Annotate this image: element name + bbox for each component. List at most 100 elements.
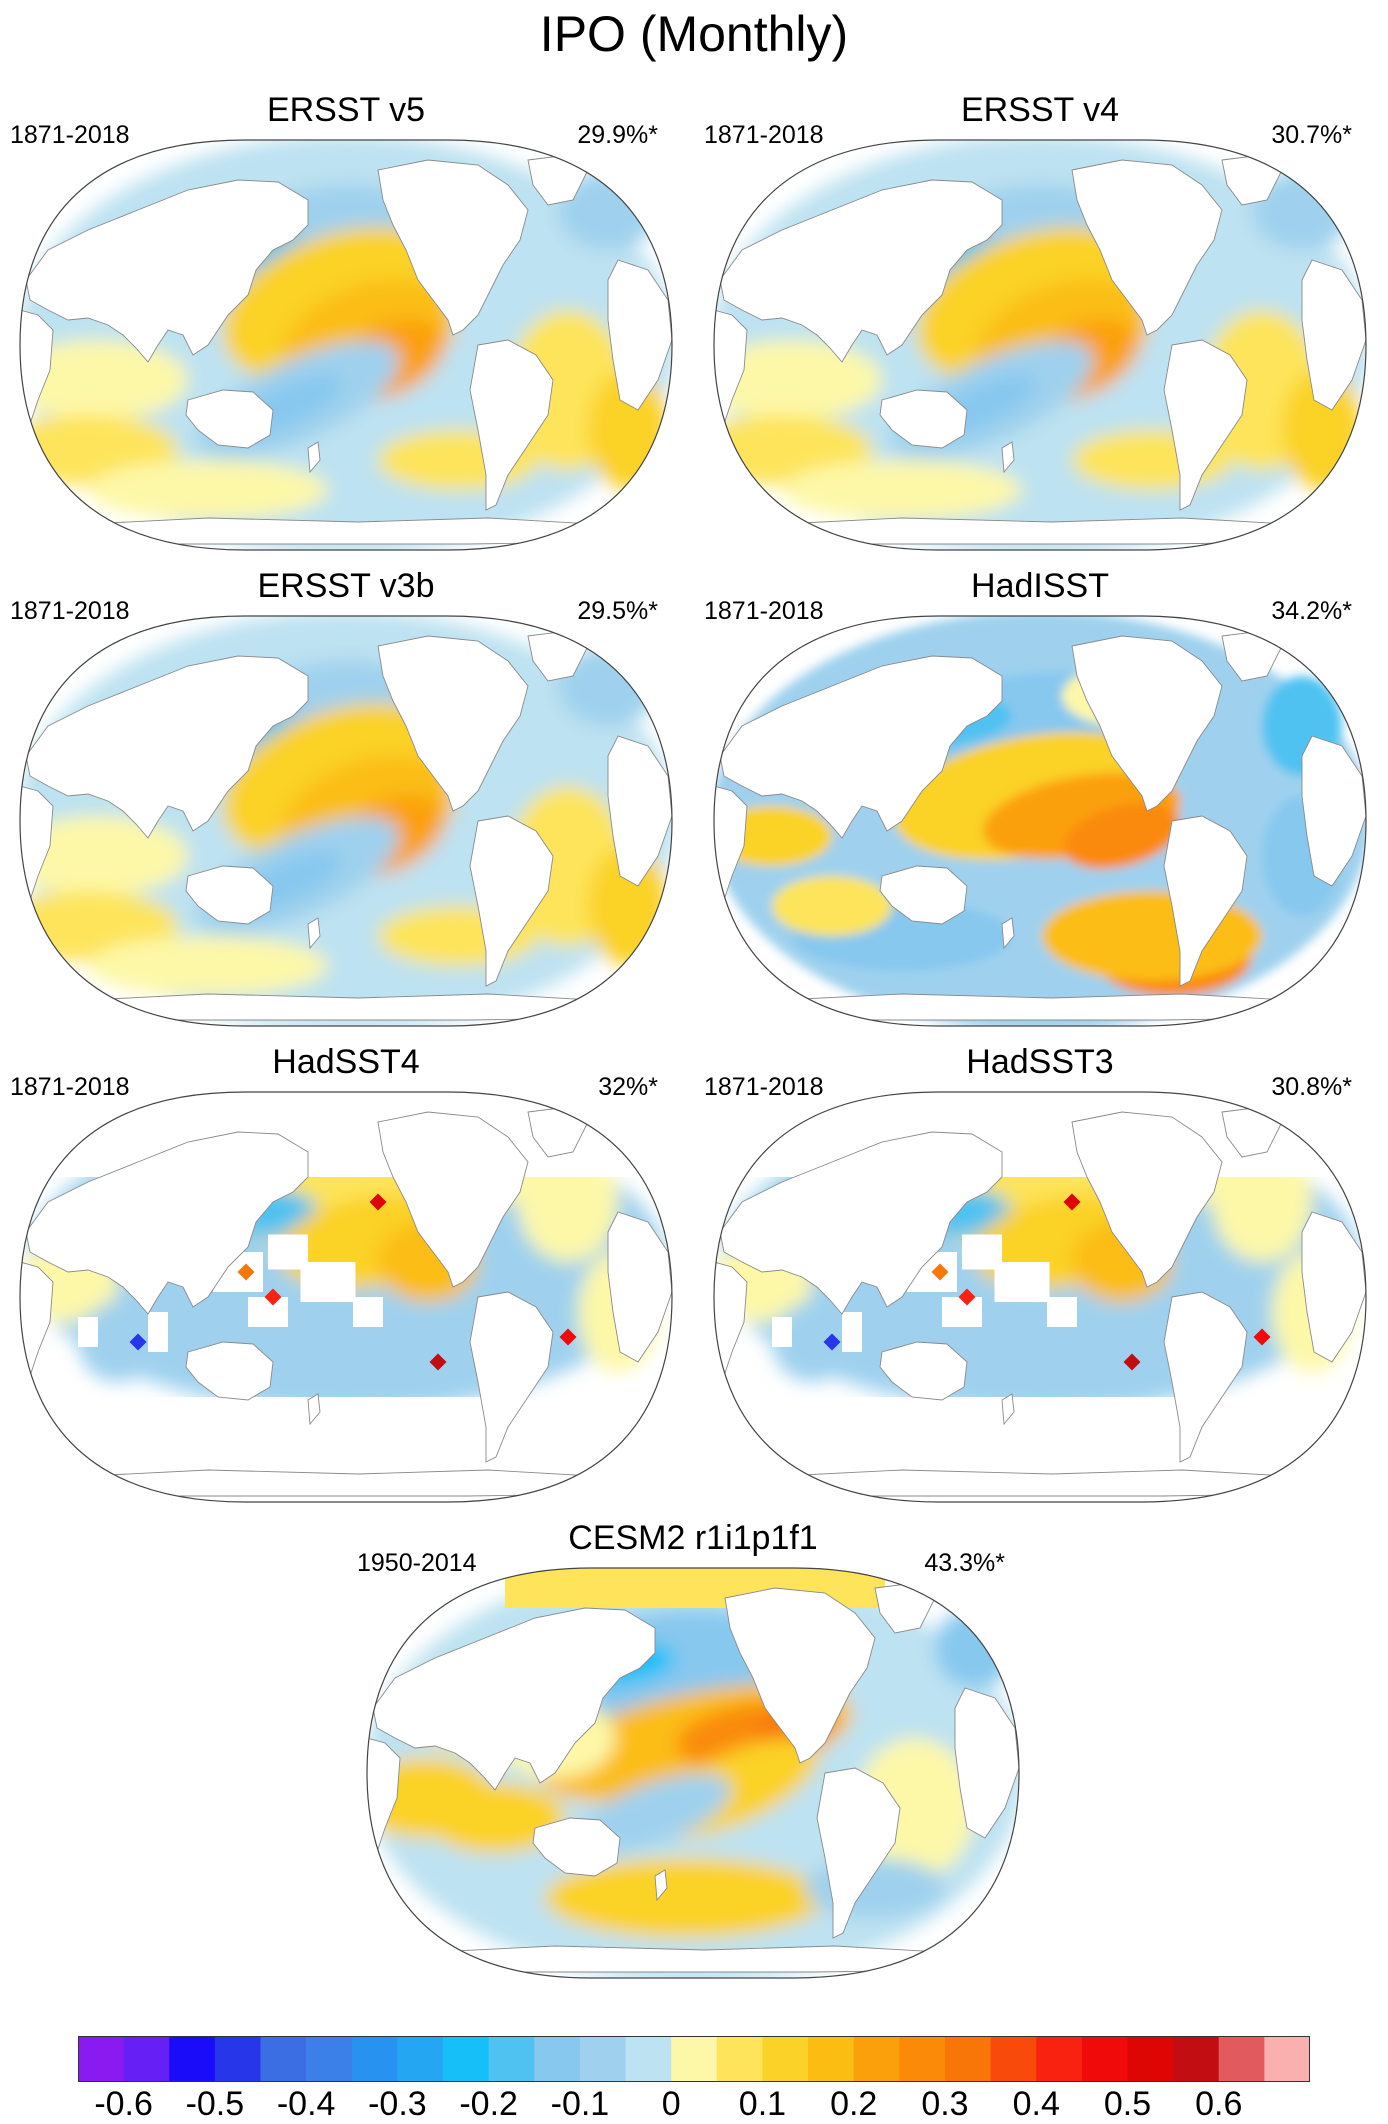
panel-variance: 43.3%*: [924, 1549, 1005, 1577]
panel-years: 1871-2018: [10, 121, 130, 149]
land: [607, 735, 673, 887]
land: [879, 1341, 968, 1401]
anomaly-field: [19, 616, 673, 1026]
land: [1163, 815, 1248, 987]
land: [532, 1817, 621, 1877]
colorbar: [78, 2036, 1310, 2082]
map: [366, 1567, 1020, 1979]
panel-title: ERSST v3b: [257, 567, 435, 605]
missing-data: [772, 1317, 792, 1347]
colorbar-tick-label: -0.2: [459, 2085, 518, 2123]
map-boundary: [713, 139, 1367, 551]
land: [185, 1341, 274, 1401]
colorbar-swatch: [625, 2036, 672, 2082]
land: [25, 1131, 309, 1315]
land: [879, 389, 968, 449]
land: [713, 1261, 748, 1384]
figure-title: IPO (Monthly): [539, 6, 849, 62]
map-panel-ersst-v5: ERSST v5 1871-2018 29.9%*: [0, 90, 692, 560]
land: [1001, 917, 1015, 950]
land: [1071, 1111, 1223, 1288]
map: [19, 615, 673, 1027]
anomaly-region: [935, 1608, 1015, 1688]
anomaly-region: [579, 1773, 731, 1853]
anomaly-region: [713, 340, 882, 420]
land: [66, 1469, 630, 1497]
colorbar-tick-label: 0.6: [1195, 2085, 1243, 2123]
land: [607, 1211, 673, 1363]
land: [469, 339, 554, 511]
map: [19, 139, 673, 551]
map-boundary: [366, 1567, 1020, 1979]
land: [654, 1869, 668, 1902]
missing-data: [248, 1297, 288, 1327]
anomaly-region: [545, 1858, 825, 1938]
colorbar-swatch: [534, 2036, 581, 2082]
grid-cell-extreme: [931, 1263, 949, 1281]
panel-variance: 30.8%*: [1271, 1073, 1352, 1101]
land: [713, 785, 748, 908]
colorbar-swatch: [351, 2036, 398, 2082]
missing-data: [78, 1317, 98, 1347]
colorbar-tick-label: 0.2: [830, 2085, 878, 2123]
map-boundary: [19, 1091, 673, 1503]
land: [19, 785, 54, 908]
map-panel-cesm2: CESM2 r1i1p1f1 1950-2014 43.3%*: [347, 1518, 1039, 1988]
land: [713, 309, 748, 432]
panel-title: ERSST v5: [266, 91, 426, 129]
anomaly-region: [19, 816, 188, 896]
land: [185, 865, 274, 925]
colorbar-swatch: [1127, 2036, 1174, 2082]
panel-variance: 32%*: [598, 1073, 658, 1101]
land: [307, 917, 321, 950]
land: [25, 655, 309, 839]
colorbar-tick-label: -0.3: [368, 2085, 427, 2123]
colorbar-swatch: [169, 2036, 216, 2082]
land: [372, 1607, 656, 1791]
missing-data: [148, 1312, 168, 1352]
map-boundary: [19, 139, 673, 551]
colorbar-swatch: [579, 2036, 626, 2082]
anomaly-region: [425, 1783, 565, 1853]
map-panel-hadsst3: HadSST3 1871-2018 30.8%*: [694, 1042, 1386, 1512]
anomaly-region: [19, 340, 188, 420]
land: [760, 993, 1324, 1021]
colorbar-swatch: [214, 2036, 261, 2082]
panel-variance: 34.2%*: [1271, 597, 1352, 625]
land: [413, 1945, 977, 1973]
anomaly-field: [19, 140, 673, 550]
colorbar-swatch: [78, 2036, 125, 2082]
panel-title: HadISST: [971, 567, 1109, 605]
colorbar-swatch: [808, 2036, 855, 2082]
colorbar-tick-label: 0.4: [1012, 2085, 1060, 2123]
land: [19, 1261, 54, 1384]
colorbar-swatch: [443, 2036, 490, 2082]
map-panel-hadisst: HadISST 1871-2018 34.2%*: [694, 566, 1386, 1036]
colorbar-labels: -0.6 -0.5 -0.4 -0.3 -0.2 -0.1 0 0.1 0.2 0.3 0.4 0.5…: [0, 2084, 1388, 2124]
missing-data: [353, 1297, 383, 1327]
missing-data: [942, 1297, 982, 1327]
land: [760, 517, 1324, 545]
map-panel-ersst-v3b: ERSST v3b 1871-2018 29.5%*: [0, 566, 692, 1036]
colorbar-swatch: [990, 2036, 1037, 2082]
land: [25, 179, 309, 363]
missing-data: [842, 1312, 862, 1352]
anomaly-field: [713, 616, 1367, 1026]
colorbar-swatch: [899, 2036, 946, 2082]
panel-years: 1871-2018: [704, 597, 824, 625]
anomaly-region: [772, 876, 892, 936]
map-boundary: [713, 1091, 1367, 1503]
colorbar-tick-label: 0.1: [738, 2085, 787, 2123]
missing-data: [994, 1262, 1050, 1302]
colorbar-swatch: [123, 2036, 170, 2082]
panel-years: 1871-2018: [704, 121, 824, 149]
colorbar-swatch: [944, 2036, 991, 2082]
land: [307, 441, 321, 474]
colorbar-swatch: [1264, 2036, 1310, 2082]
panel-title: CESM2 r1i1p1f1: [568, 1519, 818, 1557]
colorbar-tick-label: -0.4: [276, 2085, 336, 2123]
colorbar-tick-label: -0.1: [550, 2085, 610, 2123]
land: [366, 1737, 401, 1860]
colorbar-swatch: [853, 2036, 900, 2082]
land: [1001, 1393, 1015, 1426]
